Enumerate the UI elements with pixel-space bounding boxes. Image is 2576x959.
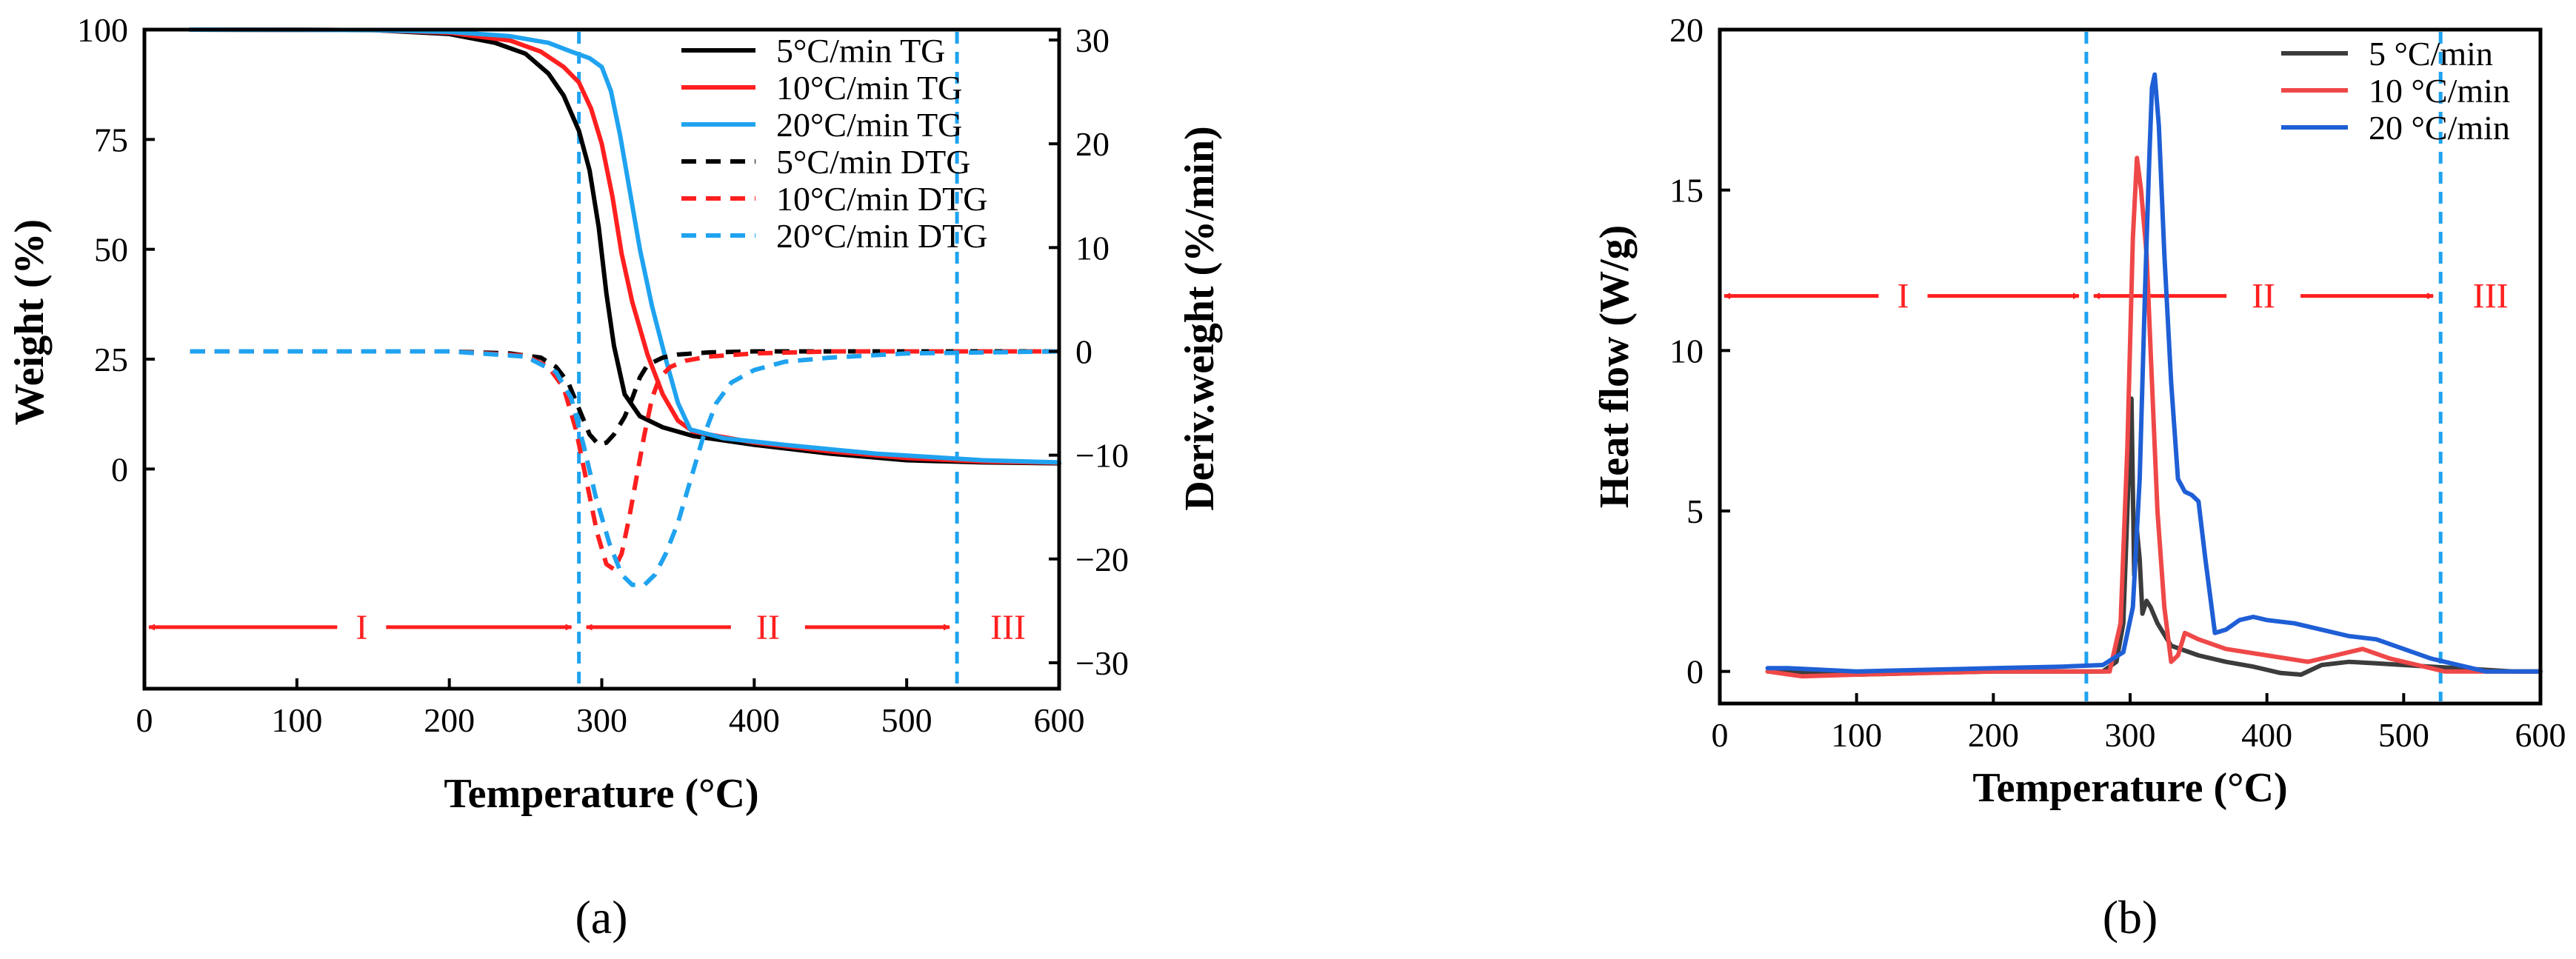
panel-a-x-axis-title: Temperature (°C)	[444, 771, 758, 817]
a-region-label-iii: III	[990, 608, 1026, 647]
panel-a-y-axis-right: −30 −20 −10 0 10 20 30	[1049, 21, 1129, 682]
a-x-tick-label: 600	[1034, 701, 1085, 739]
a-legend-label-20c-min-dtg: 20°C/min DTG	[776, 217, 987, 255]
b-x-tick-label: 600	[2515, 716, 2566, 754]
panel-b-x-axis: 0 100 200 300 400 500 600	[1712, 693, 2566, 754]
b-legend-label-10-c-min: 10 °C/min	[2369, 72, 2510, 110]
panel-a-divider-lines	[577, 32, 959, 686]
a-y2-tick-label: 30	[1075, 21, 1110, 59]
b-x-tick-label: 400	[2241, 716, 2292, 754]
a-x-tick-label: 100	[271, 701, 322, 739]
a-y2-tick-label: −30	[1075, 644, 1129, 682]
b-y-tick-label: 5	[1686, 492, 1704, 530]
a-legend-label-10c-min-dtg: 10°C/min DTG	[776, 180, 987, 218]
panel-a-caption: (a)	[575, 891, 627, 943]
a-region-label-i: I	[356, 608, 367, 647]
a-legend-label-20c-min-tg: 20°C/min TG	[776, 106, 962, 144]
panel-a-x-axis: 0 100 200 300 400 500 600	[136, 678, 1085, 739]
b-legend-label-20-c-min: 20 °C/min	[2369, 109, 2510, 147]
a-x-tick-label: 0	[136, 701, 153, 739]
a-x-tick-label: 500	[881, 701, 932, 739]
a-y-tick-label: 50	[94, 231, 128, 269]
a-y2-tick-label: 20	[1075, 125, 1110, 163]
b-x-tick-label: 500	[2378, 716, 2429, 754]
b-x-tick-label: 300	[2105, 716, 2156, 754]
b-series-10-c-min	[1765, 156, 2543, 679]
panel-b-divider-lines	[2084, 32, 2443, 701]
panel-b-series-group	[1765, 72, 2543, 679]
a-y-tick-label: 25	[94, 341, 128, 378]
b-series-20-c-min	[1765, 72, 2543, 674]
panel-b-y-axis-title: Heat flow (W/g)	[1592, 225, 1638, 509]
b-region-label-ii: II	[2252, 277, 2275, 316]
a-region-label-ii: II	[756, 608, 780, 647]
panel-b-plot-area: I II III	[1718, 27, 2543, 706]
panel-b-y-axis: 0 5 10 15 20	[1669, 11, 1730, 691]
b-y-tick-label: 0	[1686, 653, 1704, 691]
b-x-tick-label: 100	[1831, 716, 1882, 754]
a-legend-label-5c-min-dtg: 5°C/min DTG	[776, 143, 970, 181]
b-region-label-iii: III	[2473, 277, 2509, 316]
panel-a-y2-axis-title: Deriv.weight (%/min)	[1177, 126, 1223, 510]
panel-b-caption: (b)	[2103, 891, 2158, 943]
a-y-tick-label: 100	[77, 11, 128, 49]
a-series-20c-min-dtg	[190, 349, 1060, 587]
b-legend-label-5-c-min: 5 °C/min	[2369, 35, 2493, 73]
a-y2-tick-label: 0	[1075, 333, 1092, 370]
a-series-20c-min-tg	[187, 27, 1061, 465]
a-y-tick-label: 0	[111, 450, 128, 488]
a-series-5c-min-dtg	[190, 349, 1059, 447]
b-region-label-i: I	[1897, 277, 1909, 316]
b-x-tick-label: 200	[1968, 716, 2019, 754]
a-series-10c-min-dtg	[190, 349, 1059, 572]
a-x-tick-label: 200	[424, 701, 475, 739]
panel-a-series-group	[187, 27, 1061, 587]
b-y-tick-label: 10	[1669, 332, 1704, 370]
a-x-tick-label: 300	[576, 701, 627, 739]
a-y2-tick-label: −20	[1075, 541, 1129, 578]
b-y-tick-label: 15	[1669, 172, 1704, 210]
panel-a-y-axis-title: Weight (%)	[7, 219, 53, 425]
a-x-tick-label: 400	[729, 701, 780, 739]
b-x-tick-label: 0	[1712, 716, 1729, 754]
b-y-tick-label: 20	[1669, 11, 1704, 49]
panel-b-x-axis-title: Temperature (°C)	[1972, 765, 2287, 811]
a-legend-label-10c-min-tg: 10°C/min TG	[776, 69, 962, 107]
a-y2-tick-label: −10	[1075, 437, 1129, 475]
panel-a-region-arrows: I II III	[148, 608, 1026, 647]
panel-b-region-arrows: I II III	[1724, 277, 2509, 316]
a-y2-tick-label: 10	[1075, 229, 1110, 267]
a-legend-label-5c-min-tg: 5°C/min TG	[776, 32, 945, 70]
panel-a-y-axis-left: 0 25 50 75 100	[77, 11, 155, 488]
a-y-tick-label: 75	[94, 121, 128, 158]
